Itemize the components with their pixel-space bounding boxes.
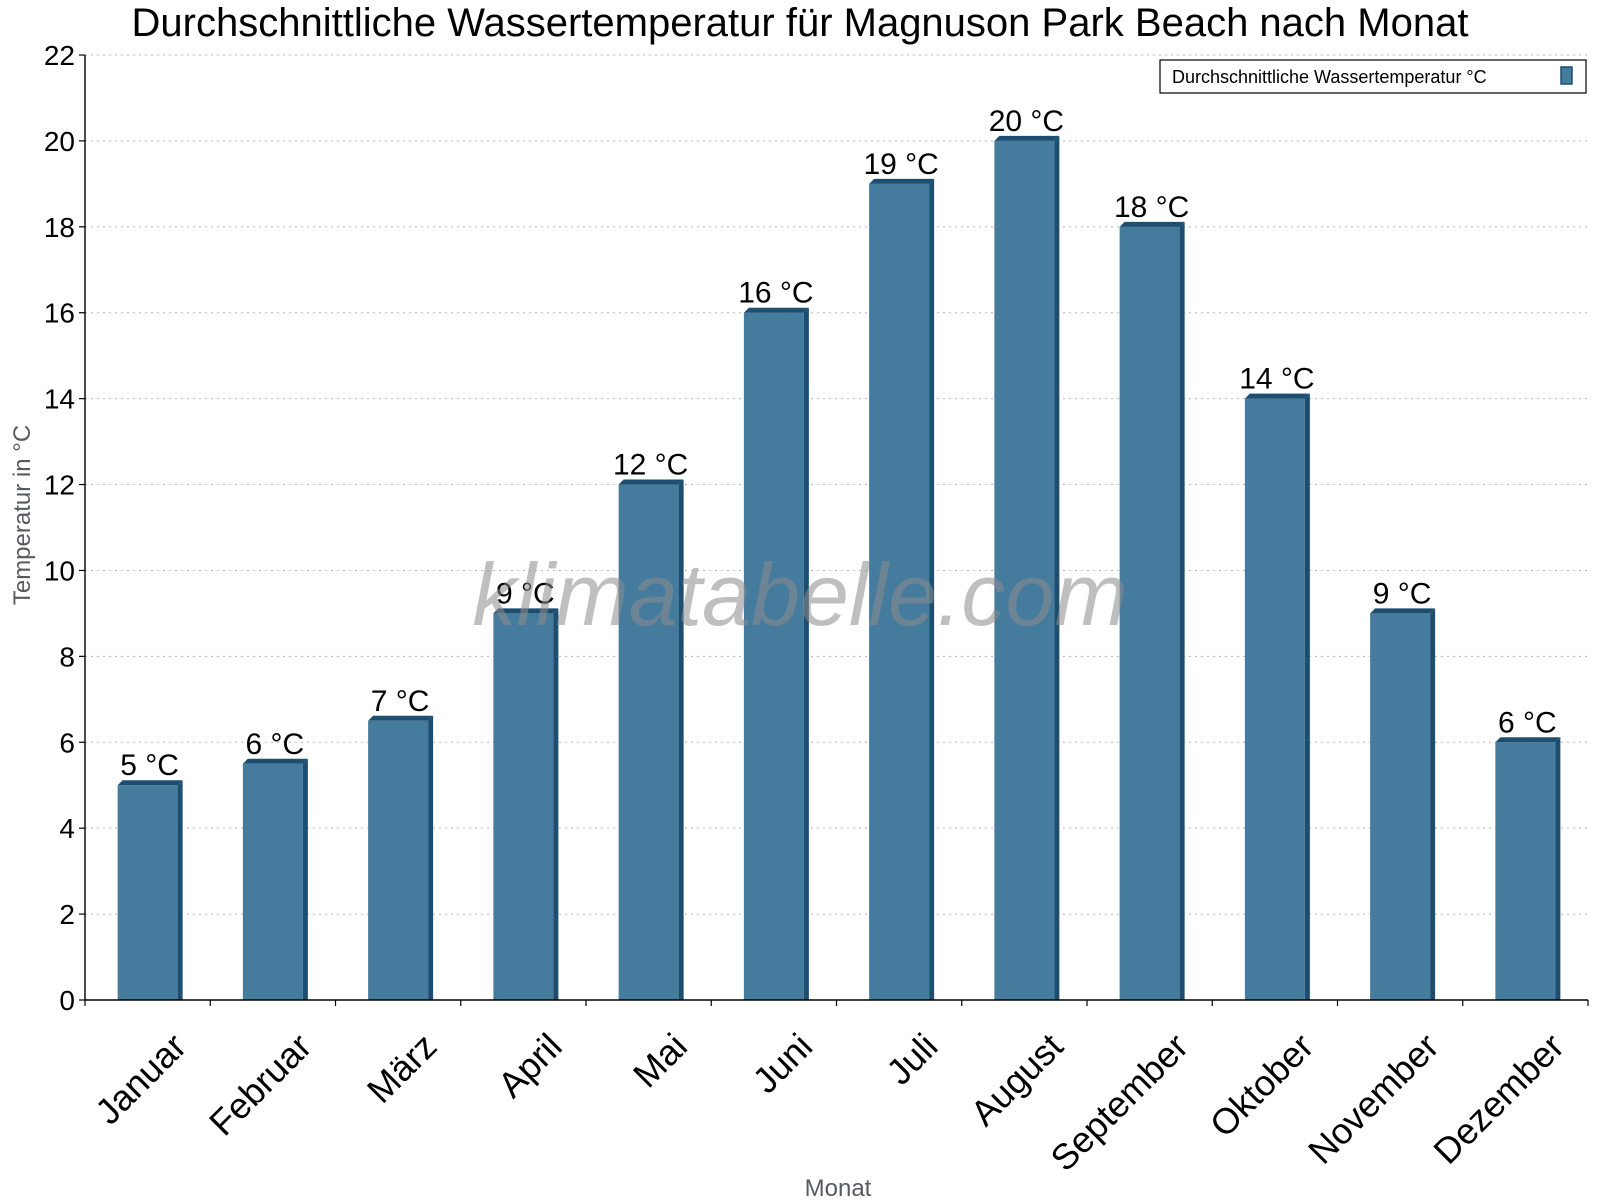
bar (1119, 226, 1180, 1000)
legend-swatch (1560, 66, 1573, 85)
bar-side-face (929, 178, 935, 1000)
x-tick-label: Januar (87, 1025, 194, 1132)
bar-top-face (1370, 608, 1436, 614)
data-label: 5 °C (120, 749, 179, 782)
data-label: 19 °C (863, 148, 938, 181)
data-label: 18 °C (1114, 191, 1189, 224)
bar-side-face (1304, 393, 1310, 1000)
bar-top-face (117, 780, 183, 786)
bar (994, 140, 1055, 1001)
y-tick-label: 4 (59, 813, 75, 844)
bar-top-face (1119, 221, 1185, 227)
y-tick-label: 10 (44, 555, 75, 586)
bar-side-face (1430, 608, 1436, 1000)
bar-side-face (1054, 135, 1060, 1001)
x-tick-label: November (1300, 1025, 1446, 1171)
data-label: 9 °C (1373, 577, 1432, 610)
legend-label: Durchschnittliche Wassertemperatur °C (1172, 67, 1487, 87)
data-label: 7 °C (371, 685, 430, 718)
bar-top-face (994, 135, 1060, 141)
y-tick-label: 16 (44, 298, 75, 329)
data-label: 6 °C (1498, 706, 1557, 739)
x-tick-label: Februar (201, 1025, 319, 1143)
bar (1244, 398, 1305, 1000)
bar (117, 785, 178, 1000)
bar-side-face (803, 307, 809, 1000)
x-tick-label: April (490, 1025, 570, 1105)
bar (493, 613, 554, 1000)
bar-top-face (743, 307, 809, 313)
data-label: 20 °C (989, 105, 1064, 138)
bar-top-face (493, 608, 559, 614)
gridlines (85, 54, 1588, 915)
x-tick-label: März (359, 1025, 445, 1111)
data-label: 6 °C (246, 728, 305, 761)
y-tick-label: 6 (59, 727, 75, 758)
bar-side-face (1179, 221, 1185, 1000)
watermark: klimatabelle.com (472, 545, 1127, 644)
bar-side-face (177, 780, 183, 1000)
bar-top-face (869, 178, 935, 184)
data-label: 14 °C (1239, 363, 1314, 396)
y-tick-label: 22 (44, 40, 75, 71)
data-label: 16 °C (738, 277, 813, 310)
x-tick-label: Juni (745, 1025, 821, 1101)
chart-title: Durchschnittliche Wassertemperatur für M… (132, 1, 1469, 45)
bar-side-face (1555, 737, 1561, 1000)
data-label: 12 °C (613, 449, 688, 482)
y-tick-label: 20 (44, 126, 75, 157)
data-label: 9 °C (496, 577, 555, 610)
bar-side-face (428, 715, 434, 1000)
bar (1370, 613, 1431, 1000)
bars (117, 135, 1561, 1001)
bar-top-face (618, 479, 684, 485)
x-tick-label: Dezember (1425, 1025, 1571, 1171)
x-tick-label: Oktober (1202, 1025, 1322, 1145)
x-tick-label: September (1042, 1025, 1196, 1179)
y-tick-label: 12 (44, 470, 75, 501)
bar-top-face (242, 758, 308, 764)
bar-side-face (553, 608, 559, 1000)
x-tick-label: August (962, 1025, 1070, 1133)
data-labels: 5 °C 6 °C 7 °C 9 °C 12 °C 16 °C 19 °C 20 °C 18 °… (120, 105, 1556, 782)
bar (869, 183, 930, 1000)
x-tick-label: Juli (878, 1025, 945, 1092)
bar-side-face (302, 758, 308, 1000)
bar-side-face (678, 479, 684, 1001)
bar (618, 484, 679, 1001)
y-tick-label: 2 (59, 899, 75, 930)
bar-top-face (1244, 393, 1310, 399)
bar (1495, 742, 1556, 1000)
y-tick-label: 8 (59, 641, 75, 672)
x-tick-label: Mai (625, 1025, 695, 1095)
bar (743, 312, 804, 1000)
y-tick-label: 0 (59, 985, 75, 1016)
y-tick-label: 14 (44, 384, 75, 415)
legend: Durchschnittliche Wassertemperatur °C (1159, 59, 1587, 94)
y-tick-label: 18 (44, 212, 75, 243)
bar (368, 720, 429, 1000)
bar-top-face (368, 715, 434, 721)
x-axis-label: Monat (805, 1175, 872, 1200)
bar-top-face (1495, 737, 1561, 743)
bar (242, 763, 303, 1000)
y-axis-label: Temperatur in °C (9, 425, 36, 605)
legend-box (1159, 59, 1587, 94)
